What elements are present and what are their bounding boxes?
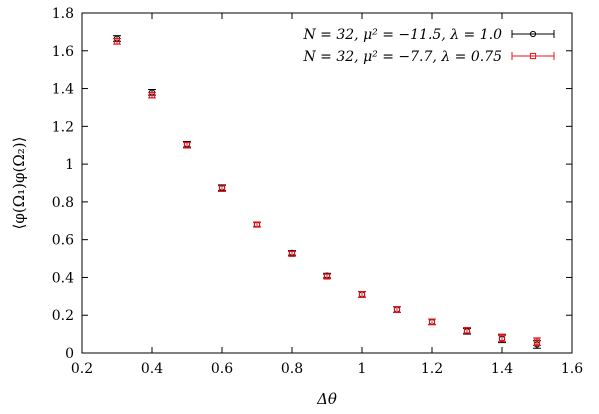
x-tick-label: 1.2 bbox=[421, 361, 443, 377]
data-point bbox=[253, 221, 261, 228]
series-1 bbox=[113, 35, 541, 349]
x-tick-label: 0.2 bbox=[71, 361, 93, 377]
y-tick-label: 1.2 bbox=[52, 119, 74, 135]
x-tick-label: 1.4 bbox=[491, 361, 513, 377]
y-tick-label: 0.6 bbox=[52, 233, 74, 249]
data-point bbox=[533, 338, 541, 345]
legend-label-series-2: N = 32, μ² = −7.7, λ = 0.75 bbox=[302, 49, 502, 65]
y-tick-label: 0.2 bbox=[52, 308, 74, 324]
legend: N = 32, μ² = −11.5, λ = 1.0 N = 32, μ² =… bbox=[302, 27, 555, 65]
data-point bbox=[148, 92, 156, 99]
y-axis-label: ⟨φ(Ω₁)φ(Ω₂)⟩ bbox=[10, 136, 28, 229]
y-tick-label: 1 bbox=[65, 157, 74, 173]
data-point bbox=[393, 306, 401, 313]
y-tick-label: 0.4 bbox=[52, 270, 74, 286]
data-point bbox=[428, 318, 436, 325]
data-point bbox=[323, 273, 331, 280]
y-tick-label: 1.6 bbox=[52, 44, 74, 60]
data-point bbox=[498, 334, 506, 341]
x-tick-label: 0.6 bbox=[211, 361, 233, 377]
y-tick-label: 1.8 bbox=[52, 6, 74, 22]
legend-label-series-1: N = 32, μ² = −11.5, λ = 1.0 bbox=[302, 27, 502, 43]
legend-sample-marker bbox=[529, 30, 537, 38]
series-2 bbox=[113, 38, 541, 346]
data-point bbox=[113, 38, 121, 45]
x-tick-label: 1.6 bbox=[561, 361, 583, 377]
data-point bbox=[463, 327, 471, 334]
x-tick-label: 0.8 bbox=[281, 361, 303, 377]
legend-sample-marker bbox=[529, 52, 537, 60]
x-tick-label: 0.4 bbox=[141, 361, 163, 377]
y-tick-label: 0.8 bbox=[52, 195, 74, 211]
axis-ticks: 0.2 0.4 0.6 0.8 1 1.2 1.4 1.600.20.40.60.811.21… bbox=[52, 6, 583, 377]
plot-frame bbox=[81, 12, 573, 354]
y-tick-label: 0 bbox=[65, 346, 74, 362]
data-point bbox=[358, 291, 366, 298]
series-layer bbox=[113, 35, 541, 349]
data-point bbox=[183, 142, 191, 149]
x-axis-label: Δθ bbox=[316, 390, 337, 408]
x-tick-label: 1 bbox=[358, 361, 367, 377]
data-point bbox=[218, 185, 226, 192]
data-point bbox=[288, 250, 296, 257]
y-tick-label: 1.4 bbox=[52, 82, 74, 98]
